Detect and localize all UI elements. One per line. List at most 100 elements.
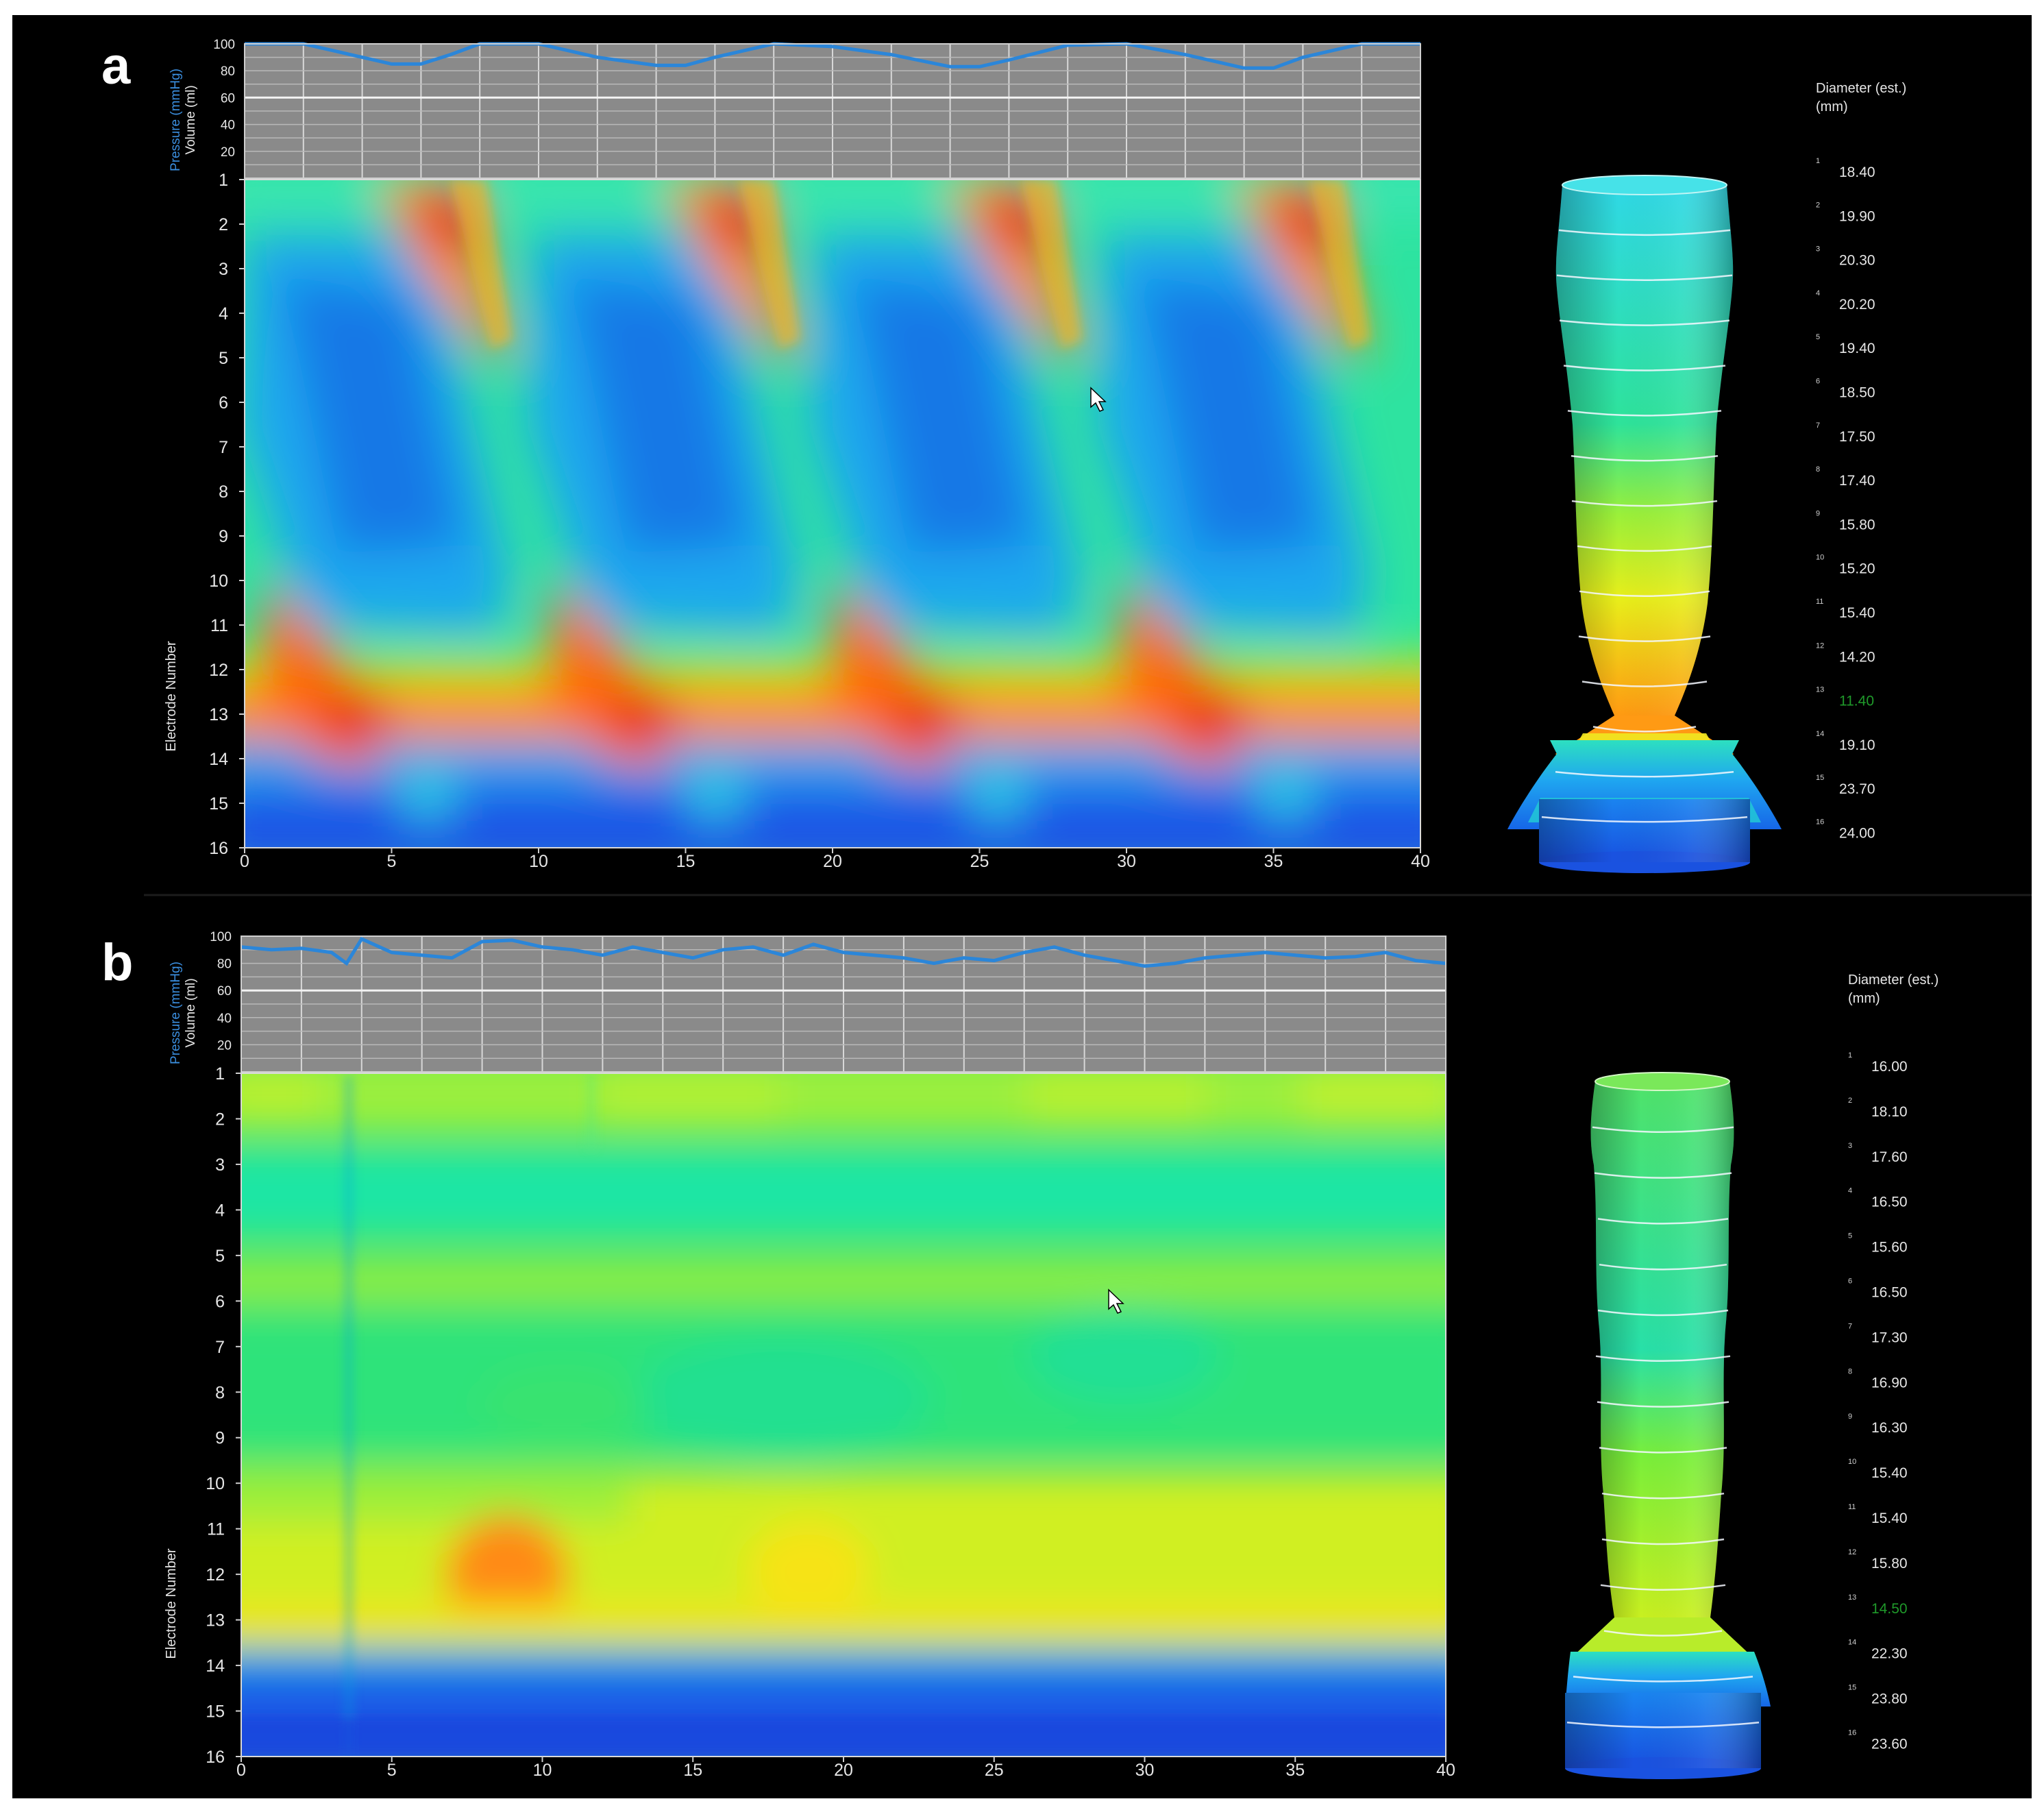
x-tick-label: 10 [529, 852, 548, 871]
y-tick-label: 8 [219, 482, 228, 502]
y-tick-label: 13 [209, 705, 228, 724]
model-ring [1597, 1401, 1729, 1408]
diameter-electrode-index: 8 [1848, 1367, 1852, 1375]
diameter-header: Diameter (est.) [1848, 973, 1938, 988]
pressure-grid [245, 44, 1420, 178]
panel-letter: a [101, 37, 131, 95]
model-ring [1571, 500, 1718, 507]
model-ring [1581, 681, 1708, 687]
y-tick-label: 15 [206, 1702, 225, 1722]
model-ring [1559, 319, 1730, 326]
y-tick-label: 9 [215, 1429, 225, 1448]
diameter-value: 15.20 [1839, 561, 1875, 577]
x-tick-label: 5 [387, 1761, 397, 1780]
pressure-ticks: 100 80 60 40 20 [213, 38, 235, 160]
model-rings [1566, 1126, 1760, 1728]
y-tick-label: 14 [209, 750, 228, 769]
model-ring [1597, 1218, 1729, 1225]
y-tick-label: 10 [206, 1474, 225, 1493]
diameter-value: 11.40 [1839, 694, 1874, 709]
diameter-value: 23.60 [1871, 1737, 1908, 1752]
x-tick-label: 25 [985, 1761, 1004, 1780]
model-ring [1558, 229, 1731, 236]
diameter-electrode-index: 8 [1816, 465, 1820, 474]
model-ring [1603, 1630, 1723, 1637]
pressure-grid [241, 936, 1446, 1072]
diameter-electrode-index: 6 [1816, 378, 1820, 386]
diameter-value: 15.40 [1871, 1465, 1908, 1481]
model-ring [1555, 771, 1734, 778]
y-tick-label: 9 [219, 527, 228, 546]
diameter-electrode-index: 12 [1848, 1548, 1856, 1556]
y-tick-label: 7 [215, 1338, 225, 1357]
diameter-value: 15.40 [1839, 605, 1875, 621]
diameter-electrode-index: 15 [1848, 1684, 1856, 1692]
diameter-electrode-index: 14 [1848, 1639, 1856, 1647]
diameter-value: 17.40 [1839, 473, 1875, 489]
model-ring [1597, 1309, 1729, 1317]
diameter-electrode-index: 9 [1816, 509, 1820, 517]
pressure-frame [244, 43, 1421, 179]
x-tick-label: 20 [834, 1761, 853, 1780]
diameter-electrode-index: 16 [1848, 1729, 1856, 1737]
y-tick-label: 12 [206, 1565, 225, 1585]
y-tick-label: 4 [215, 1201, 225, 1220]
model-ring [1571, 454, 1719, 462]
diameter-electrode-index: 2 [1816, 201, 1820, 209]
y-tick-label: 3 [215, 1155, 225, 1175]
y-tick-label: 16 [206, 1748, 225, 1767]
diameter-value: 15.40 [1871, 1511, 1908, 1526]
diameter-value: 20.20 [1839, 297, 1875, 313]
model-ring [1601, 1492, 1725, 1500]
heatmap-detail [450, 180, 1371, 349]
x-tick-label: 40 [1436, 1761, 1455, 1780]
diameter-legend: Diameter (est.) (mm) 1 18.40 2 19.90 3 20.30 4… [1816, 81, 1906, 842]
volume-axis-label: Volume (ml) [184, 978, 198, 1047]
y-tick-label: 7 [219, 438, 228, 457]
model-ring [1541, 816, 1748, 823]
diameter-electrode-index: 11 [1848, 1503, 1856, 1511]
model-ring [1563, 365, 1726, 371]
electrode-axis-label: Electrode Number [164, 641, 179, 752]
diameter-electrode-index: 7 [1816, 421, 1820, 430]
pressure-tick-label: 80 [221, 64, 235, 79]
diameter-header: Diameter (est.) [1816, 81, 1906, 96]
pressure-tick-label: 20 [221, 145, 235, 160]
model-top-rim [1594, 1072, 1730, 1091]
pressure-tick-label: 60 [221, 91, 235, 106]
y-tick-label: 14 [206, 1656, 225, 1676]
electrode-axis-label: Electrode Number [164, 1548, 179, 1659]
mouse-cursor-icon [1090, 387, 1107, 412]
diameter-value: 19.10 [1839, 737, 1875, 753]
diameter-value: 15.80 [1839, 517, 1875, 533]
model-ring [1594, 1172, 1732, 1179]
diameter-electrode-index: 6 [1848, 1277, 1852, 1286]
x-tick-label: 40 [1411, 852, 1430, 871]
pressure-tick-label: 100 [213, 38, 235, 52]
y-tick-label: 1 [219, 171, 228, 190]
pressure-ticks: 100 80 60 40 20 [210, 930, 232, 1053]
esophagus-model [1565, 1072, 1771, 1779]
y-tick-label: 6 [215, 1292, 225, 1311]
diameter-values: 1 16.00 2 18.10 3 17.60 4 16.50 5 15.60 6 16.50 7 17.… [1848, 1051, 1908, 1752]
diameter-value: 24.00 [1839, 826, 1875, 842]
diameter-value: 16.90 [1871, 1375, 1908, 1391]
diameter-electrode-index: 10 [1848, 1458, 1856, 1466]
y-tick-label: 12 [209, 661, 228, 680]
pressure-tick-label: 100 [210, 930, 232, 944]
diameter-value: 14.20 [1839, 649, 1875, 665]
x-tick-label: 20 [823, 852, 842, 871]
x-tick-label: 35 [1285, 1761, 1305, 1780]
diameter-value: 22.30 [1871, 1646, 1908, 1662]
model-ring [1595, 1355, 1731, 1362]
diameter-electrode-index: 1 [1848, 1051, 1852, 1060]
pressure-strip: 100 80 60 40 20 Pressure (mmHg) Volume (ml) [169, 38, 1421, 179]
diameter-electrode-index: 1 [1816, 157, 1820, 165]
model-ring [1577, 545, 1712, 552]
y-tick-label: 3 [219, 260, 228, 279]
diameter-electrode-index: 15 [1816, 774, 1824, 782]
diameter-legend: Diameter (est.) (mm) 1 16.00 2 18.10 3 17.60 4… [1848, 973, 1938, 1752]
